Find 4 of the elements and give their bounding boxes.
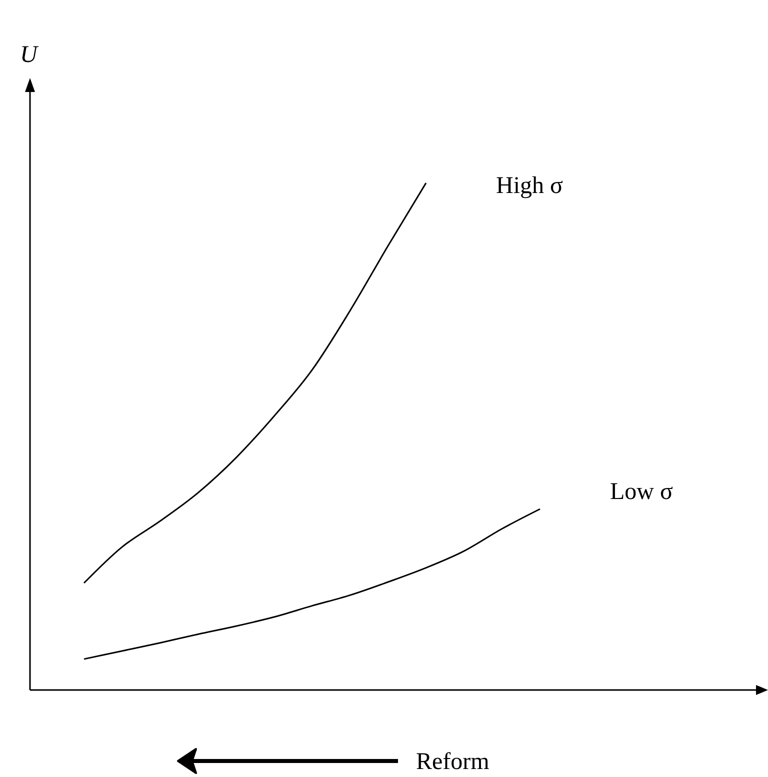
y-axis-title: U	[20, 42, 39, 68]
text: Low σ	[610, 479, 673, 505]
x-axis-title: Reform	[416, 749, 490, 775]
text: High σ	[496, 173, 563, 199]
